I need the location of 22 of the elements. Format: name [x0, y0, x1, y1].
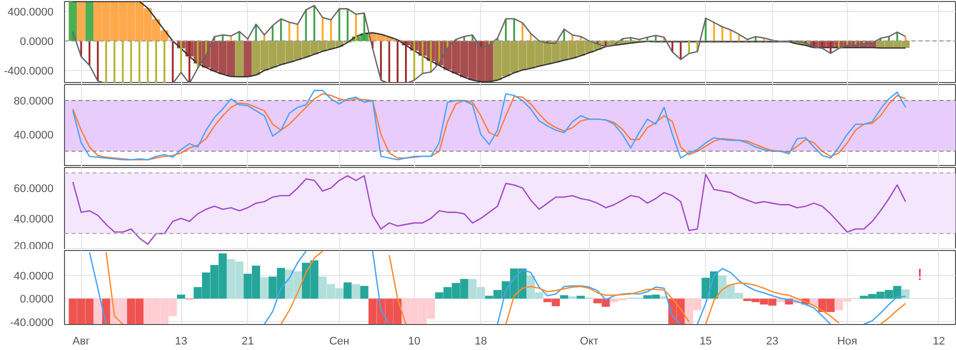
annotation: ! [918, 266, 922, 284]
y-tick-label: -400.0000 [4, 66, 54, 78]
x-tick-label: 15 [700, 336, 712, 348]
x-tick-label: Авг [72, 336, 90, 348]
x-tick-label: Окт [580, 336, 598, 348]
x-tick-label: 13 [174, 336, 188, 348]
y-tick-label: 40.0000 [14, 270, 54, 282]
x-tick-label: Сен [329, 336, 350, 348]
y-tick-label: 400.0000 [8, 6, 54, 18]
x-tick-label: 18 [474, 336, 487, 348]
y-tick-label: 80.0000 [14, 96, 54, 108]
y-tick-label: 0.0000 [20, 36, 54, 48]
x-tick-label: Ноя [837, 336, 858, 348]
x-tick-label: 21 [242, 336, 254, 348]
x-tick-label: 10 [408, 336, 420, 348]
y-tick-label: 40.0000 [14, 129, 54, 142]
y-tick-label: 0.0000 [20, 294, 54, 306]
y-tick-label: -40.0000 [10, 316, 54, 329]
x-tick-label: 23 [766, 336, 778, 348]
y-tick-label: 40.0000 [14, 213, 54, 226]
x-tick-label: 12 [932, 336, 945, 348]
y-tick-label: 60.0000 [14, 183, 54, 195]
